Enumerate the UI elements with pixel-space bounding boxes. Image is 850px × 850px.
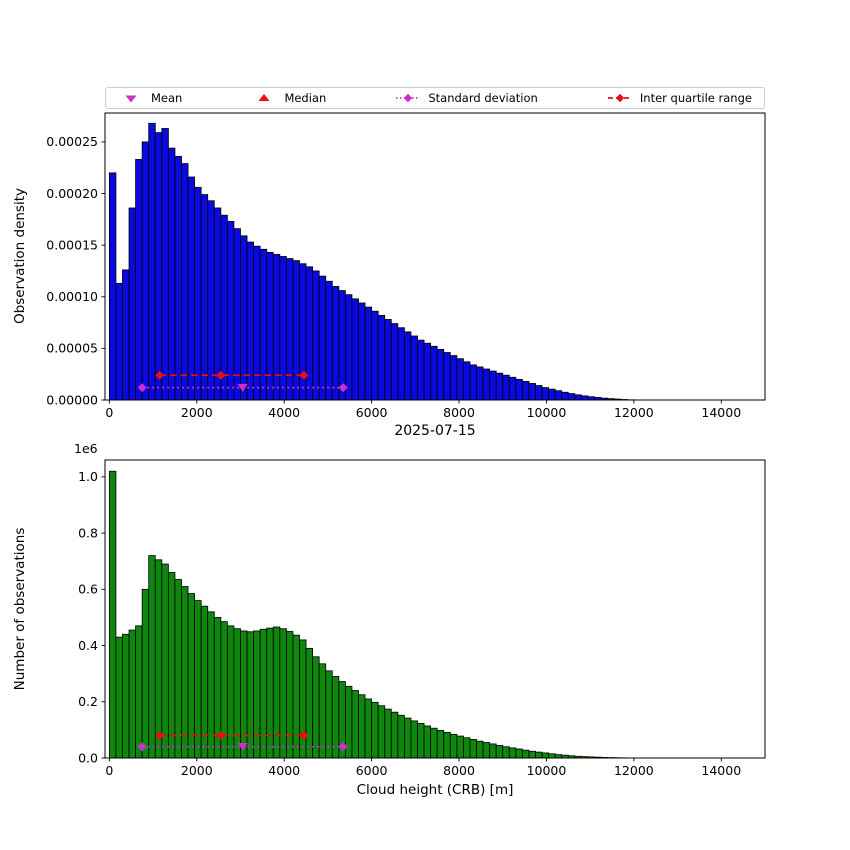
x-axis-label: Cloud height (CRB) [m] [356, 782, 514, 798]
legend-label-standard-deviation: Standard deviation [428, 91, 538, 105]
svg-text:0: 0 [105, 763, 113, 778]
iqr-diamond-icon [607, 91, 633, 105]
legend-item-mean: Mean [118, 91, 182, 105]
svg-text:2000: 2000 [181, 405, 213, 420]
legend-label-median: Median [284, 91, 327, 105]
svg-text:0: 0 [105, 405, 113, 420]
mean-triangle-down-icon [118, 91, 144, 105]
svg-text:0.00020: 0.00020 [46, 186, 98, 201]
svg-text:10000: 10000 [527, 763, 567, 778]
svg-text:6000: 6000 [356, 405, 388, 420]
svg-text:0.00010: 0.00010 [46, 289, 98, 304]
svg-text:8000: 8000 [443, 405, 475, 420]
median-triangle-up-icon [251, 91, 277, 105]
svg-text:14000: 14000 [701, 763, 741, 778]
svg-text:14000: 14000 [701, 405, 741, 420]
legend-item-median: Median [251, 91, 326, 105]
svg-text:12000: 12000 [614, 405, 654, 420]
svg-text:4000: 4000 [268, 763, 300, 778]
svg-text:1.0: 1.0 [78, 469, 98, 484]
std-deviation-diamond-icon [395, 91, 421, 105]
svg-text:0.4: 0.4 [78, 638, 98, 653]
date-title: 2025-07-15 [394, 423, 476, 439]
bottom-y-axis-label: Number of observations [12, 527, 28, 691]
svg-text:2000: 2000 [181, 763, 213, 778]
legend-item-inter-quartile-range: Inter quartile range [607, 91, 752, 105]
top-y-axis-label: Observation density [12, 188, 28, 324]
svg-text:0.00000: 0.00000 [46, 392, 98, 407]
legend: Mean Median Standard deviation Inter qua… [105, 87, 765, 109]
svg-text:6000: 6000 [356, 763, 388, 778]
svg-text:0.2: 0.2 [78, 694, 98, 709]
y-axis-offset-label: 1e6 [74, 441, 98, 456]
legend-label-mean: Mean [151, 91, 183, 105]
legend-label-inter-quartile-range: Inter quartile range [639, 91, 752, 105]
svg-text:12000: 12000 [614, 763, 654, 778]
svg-text:10000: 10000 [527, 405, 567, 420]
svg-text:0.6: 0.6 [78, 582, 98, 597]
svg-text:0.00015: 0.00015 [46, 237, 98, 252]
svg-text:8000: 8000 [443, 763, 475, 778]
svg-text:0.8: 0.8 [78, 525, 98, 540]
svg-text:4000: 4000 [268, 405, 300, 420]
svg-text:0.0: 0.0 [78, 750, 98, 765]
svg-text:0.00025: 0.00025 [46, 134, 98, 149]
svg-text:0.00005: 0.00005 [46, 341, 98, 356]
legend-item-standard-deviation: Standard deviation [395, 91, 538, 105]
